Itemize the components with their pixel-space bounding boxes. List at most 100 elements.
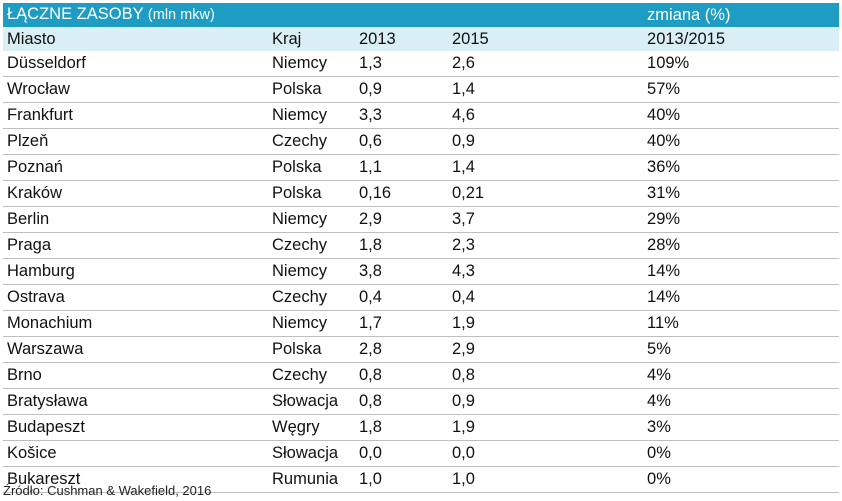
cell-2015: 1,4	[448, 154, 644, 181]
change-title: zmiana (%)	[643, 3, 840, 27]
cell-2015: 4,3	[448, 258, 644, 285]
cell-city: Bratysława	[3, 388, 268, 415]
cell-country: Niemcy	[268, 310, 355, 337]
table-title-cell: ŁĄCZNE ZASOBY (mln mkw)	[3, 3, 644, 27]
cell-country: Czechy	[268, 128, 355, 155]
cell-2015: 0,9	[448, 388, 644, 415]
cell-country: Węgry	[268, 414, 355, 441]
cell-2015: 0,9	[448, 128, 644, 155]
cell-city: Warszawa	[3, 336, 268, 363]
cell-city: Brno	[3, 362, 268, 389]
table-header-row: Miasto Kraj 2013 2015 2013/2015	[3, 27, 840, 51]
header-change: 2013/2015	[643, 27, 840, 51]
cell-country: Polska	[268, 336, 355, 363]
table-title: ŁĄCZNE ZASOBY	[7, 5, 144, 23]
cell-city: Kraków	[3, 180, 268, 207]
cell-2013: 3,3	[355, 102, 448, 129]
cell-2013: 0,16	[355, 180, 448, 207]
cell-city: Wrocław	[3, 76, 268, 103]
cell-2015: 4,6	[448, 102, 644, 129]
cell-change: 14%	[643, 284, 840, 311]
cell-change: 14%	[643, 258, 840, 285]
table-title-unit: (mln mkw)	[147, 7, 215, 23]
cell-2013: 3,8	[355, 258, 448, 285]
cell-2015: 2,9	[448, 336, 644, 363]
table-row: Bratysława Słowacja 0,8 0,9 4%	[3, 388, 840, 415]
cell-change: 3%	[643, 414, 840, 441]
cell-2013: 0,8	[355, 362, 448, 389]
cell-country: Polska	[268, 154, 355, 181]
cell-2015: 0,4	[448, 284, 644, 311]
table-row: Hamburg Niemcy 3,8 4,3 14%	[3, 258, 840, 285]
cell-2015: 1,4	[448, 76, 644, 103]
cell-change: 109%	[643, 51, 840, 77]
table-row: Praga Czechy 1,8 2,3 28%	[3, 232, 840, 259]
table-row: Düsseldorf Niemcy 1,3 2,6 109%	[3, 51, 840, 77]
cell-change: 0%	[643, 440, 840, 467]
cell-2015: 0,8	[448, 362, 644, 389]
cell-2013: 0,6	[355, 128, 448, 155]
table-body: Düsseldorf Niemcy 1,3 2,6 109% Wrocław Polska 0…	[3, 51, 840, 493]
cell-city: Plzeň	[3, 128, 268, 155]
cell-city: Düsseldorf	[3, 51, 268, 77]
cell-2013: 1,8	[355, 232, 448, 259]
source-note: Źródło: Cushman & Wakefield, 2016	[3, 483, 212, 498]
cell-city: Frankfurt	[3, 102, 268, 129]
cell-change: 5%	[643, 336, 840, 363]
cell-2013: 0,9	[355, 76, 448, 103]
cell-2013: 2,9	[355, 206, 448, 233]
cell-city: Praga	[3, 232, 268, 259]
cell-change: 4%	[643, 388, 840, 415]
cell-country: Rumunia	[268, 466, 355, 493]
table-row: Berlin Niemcy 2,9 3,7 29%	[3, 206, 840, 233]
cell-2013: 1,0	[355, 466, 448, 493]
table-row: Bukareszt Rumunia 1,0 1,0 0%	[3, 466, 840, 493]
cell-change: 11%	[643, 310, 840, 337]
cell-2015: 3,7	[448, 206, 644, 233]
office-stock-table-container: ŁĄCZNE ZASOBY (mln mkw) zmiana (%) Miast…	[3, 3, 840, 493]
cell-city: Ostrava	[3, 284, 268, 311]
header-year-2015: 2015	[448, 27, 644, 51]
cell-city: Berlin	[3, 206, 268, 233]
cell-2015: 0,0	[448, 440, 644, 467]
cell-change: 36%	[643, 154, 840, 181]
cell-change: 31%	[643, 180, 840, 207]
header-year-2013: 2013	[355, 27, 448, 51]
table-row: Frankfurt Niemcy 3,3 4,6 40%	[3, 102, 840, 129]
cell-country: Polska	[268, 180, 355, 207]
header-city: Miasto	[3, 27, 268, 51]
cell-2013: 0,8	[355, 388, 448, 415]
cell-2013: 1,8	[355, 414, 448, 441]
cell-country: Niemcy	[268, 102, 355, 129]
cell-2013: 0,0	[355, 440, 448, 467]
cell-city: Budapeszt	[3, 414, 268, 441]
header-country: Kraj	[268, 27, 355, 51]
cell-country: Czechy	[268, 284, 355, 311]
cell-change: 29%	[643, 206, 840, 233]
cell-2015: 1,9	[448, 310, 644, 337]
cell-2015: 1,9	[448, 414, 644, 441]
cell-change: 57%	[643, 76, 840, 103]
cell-2015: 0,21	[448, 180, 644, 207]
table-row: Wrocław Polska 0,9 1,4 57%	[3, 76, 840, 103]
cell-2013: 1,1	[355, 154, 448, 181]
cell-country: Niemcy	[268, 258, 355, 285]
cell-change: 0%	[643, 466, 840, 493]
table-title-row: ŁĄCZNE ZASOBY (mln mkw) zmiana (%)	[3, 3, 840, 27]
cell-change: 28%	[643, 232, 840, 259]
cell-2015: 1,0	[448, 466, 644, 493]
table-row: Brno Czechy 0,8 0,8 4%	[3, 362, 840, 389]
cell-country: Niemcy	[268, 51, 355, 77]
cell-country: Czechy	[268, 362, 355, 389]
cell-country: Polska	[268, 76, 355, 103]
cell-change: 40%	[643, 128, 840, 155]
table-row: Košice Słowacja 0,0 0,0 0%	[3, 440, 840, 467]
cell-country: Słowacja	[268, 440, 355, 467]
cell-city: Bukareszt	[3, 466, 268, 493]
cell-city: Poznań	[3, 154, 268, 181]
cell-country: Słowacja	[268, 388, 355, 415]
table-row: Poznań Polska 1,1 1,4 36%	[3, 154, 840, 181]
cell-change: 4%	[643, 362, 840, 389]
cell-city: Hamburg	[3, 258, 268, 285]
office-stock-table: ŁĄCZNE ZASOBY (mln mkw) zmiana (%) Miast…	[3, 3, 840, 493]
